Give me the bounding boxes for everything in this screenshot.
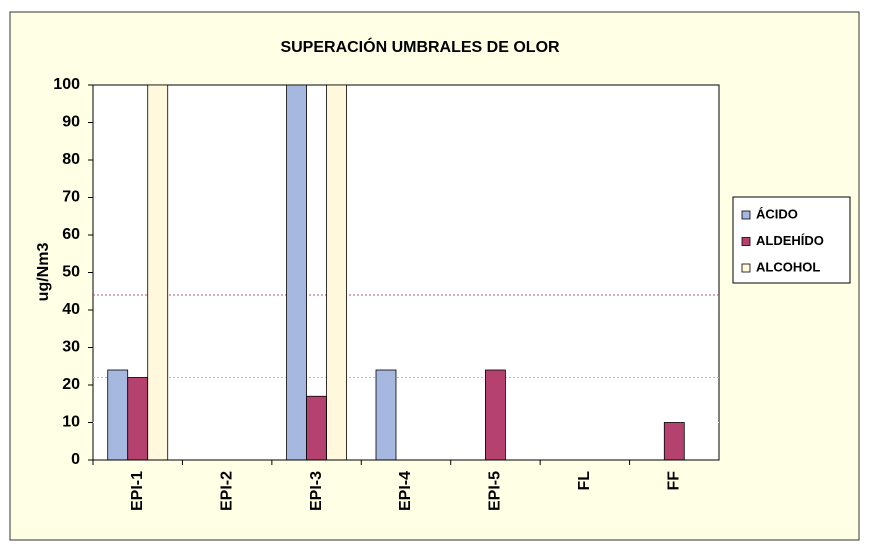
x-tick-label: FL: [576, 471, 593, 491]
y-tick-label: 0: [71, 451, 80, 468]
y-tick-label: 70: [62, 189, 80, 206]
legend-swatch: [741, 263, 751, 273]
y-tick-label: 40: [62, 301, 80, 318]
bar: [326, 84, 347, 461]
bar: [286, 84, 307, 461]
plot-area: [92, 84, 720, 461]
y-tick-label: 100: [53, 76, 80, 93]
bar: [107, 369, 129, 461]
x-tick-label: EPI-2: [218, 471, 235, 511]
bar: [127, 377, 149, 461]
bar: [485, 369, 506, 461]
x-tick-label: EPI-4: [397, 471, 414, 511]
legend-label: ALDEHÍDO: [756, 233, 824, 248]
legend-swatch: [741, 237, 751, 246]
y-tick-label: 80: [62, 151, 80, 168]
y-tick-label: 60: [62, 226, 80, 243]
bar: [375, 369, 397, 461]
y-tick-label: 50: [62, 264, 80, 281]
legend-label: ÁCIDO: [756, 206, 798, 221]
y-tick-label: 30: [62, 339, 80, 356]
x-tick-label: EPI-5: [487, 471, 504, 511]
bar: [306, 395, 327, 461]
y-axis-label: ug/Nm3: [35, 243, 52, 302]
chart-title: SUPERACIÓN UMBRALES DE OLOR: [280, 37, 560, 56]
legend-swatch: [741, 210, 751, 220]
y-tick-label: 20: [62, 376, 80, 393]
x-tick-label: EPI-3: [308, 471, 325, 511]
x-tick-label: EPI-1: [129, 471, 146, 511]
legend-label: ALCOHOL: [756, 259, 820, 274]
bar: [663, 422, 685, 461]
legend: [732, 196, 851, 284]
x-tick-label: FF: [666, 471, 683, 491]
y-tick-label: 90: [62, 114, 80, 131]
y-tick-label: 10: [62, 414, 80, 431]
bar: [147, 84, 169, 461]
